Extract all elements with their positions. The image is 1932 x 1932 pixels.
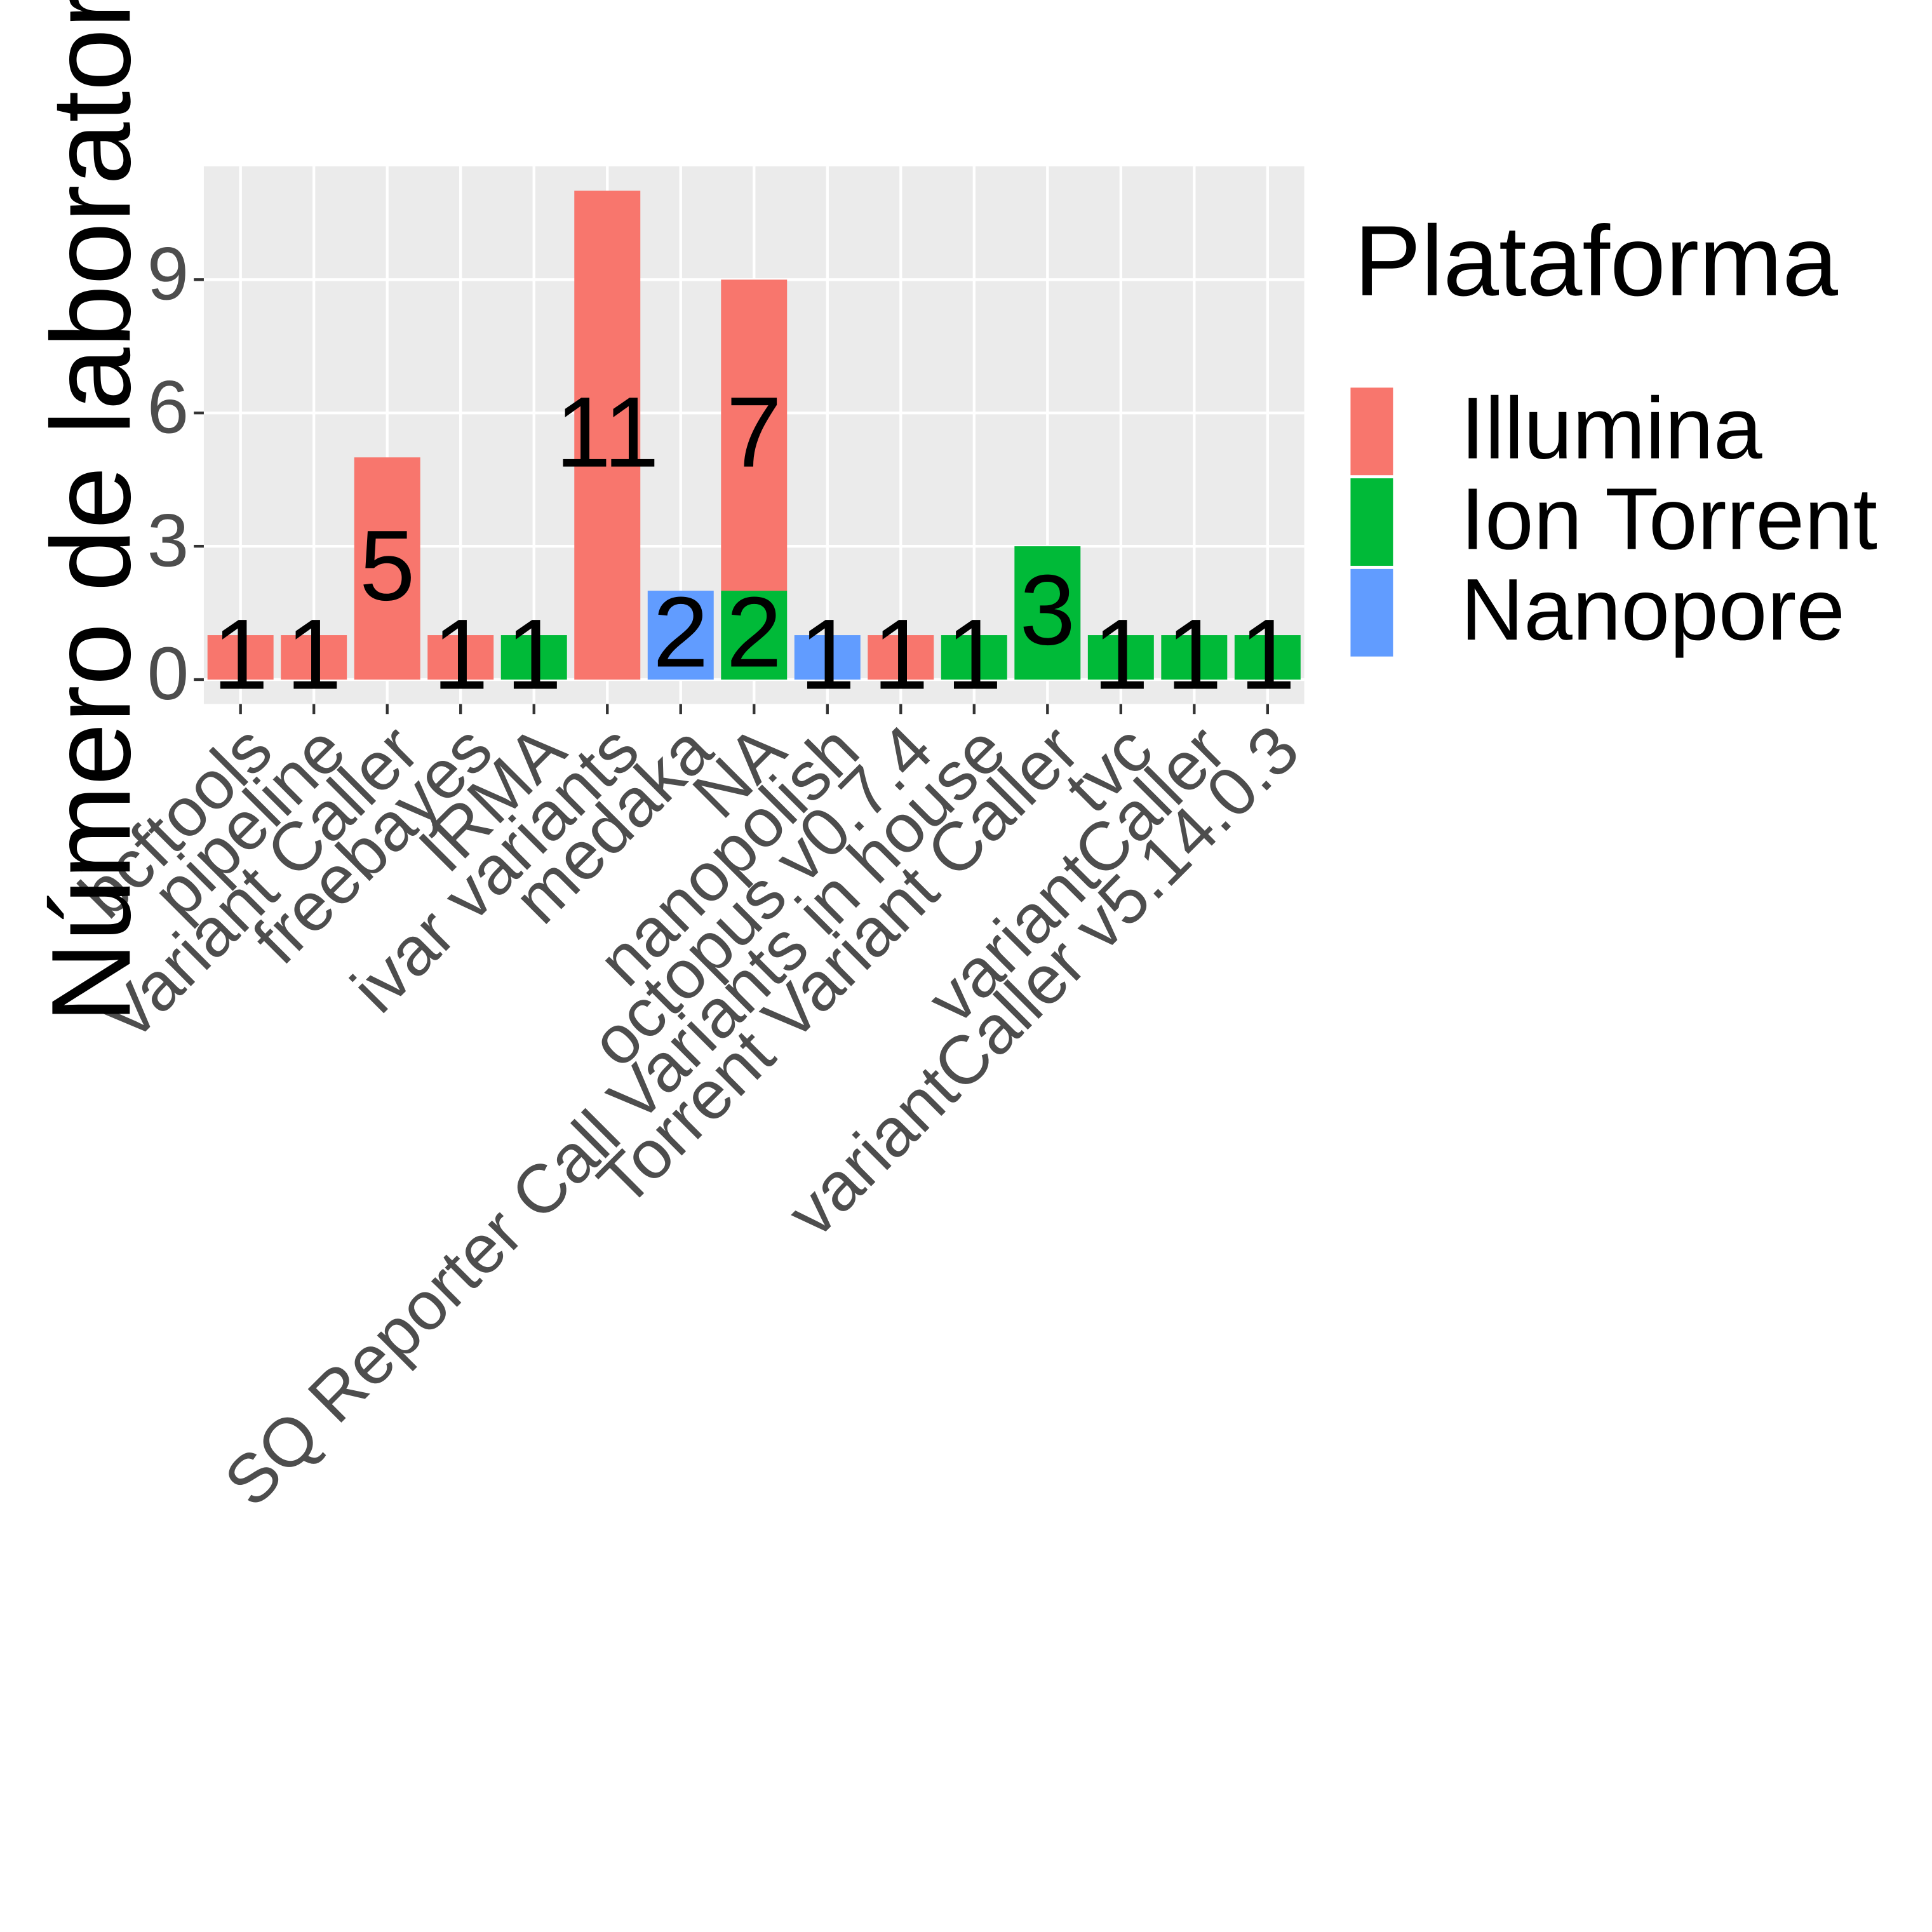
- bar: [794, 635, 861, 680]
- bar: [941, 635, 1007, 680]
- legend-label: Nanopore: [1461, 561, 1845, 659]
- data-label: 1: [800, 599, 855, 711]
- bar: [1234, 635, 1301, 680]
- y-tick-label: 6: [147, 365, 189, 449]
- data-label: 1: [213, 599, 269, 711]
- bar: [281, 635, 347, 680]
- data-label: 2: [653, 577, 709, 688]
- data-label: 1: [1240, 599, 1296, 711]
- bar: [574, 191, 641, 680]
- data-label: 1: [1093, 599, 1149, 711]
- y-tick-label: 0: [147, 632, 189, 716]
- bar: [721, 279, 788, 591]
- data-label: 1: [286, 599, 342, 711]
- bar: [427, 635, 494, 680]
- bar: [1087, 635, 1154, 680]
- y-axis-title: Número de laboratorios: [28, 0, 154, 1023]
- y-tick-label: 9: [147, 232, 189, 316]
- data-label: 1: [1167, 599, 1223, 711]
- data-label: 1: [506, 599, 562, 711]
- data-label: 11: [555, 377, 659, 488]
- data-label: 1: [873, 599, 929, 711]
- data-label: 2: [726, 577, 782, 688]
- bars: [207, 191, 1301, 680]
- bar: [647, 591, 714, 680]
- legend-label: Illumina: [1461, 380, 1762, 478]
- bar: [354, 457, 420, 680]
- legend-label: Ion Torrent: [1461, 470, 1877, 568]
- bar: [207, 635, 274, 680]
- legend-key: [1350, 387, 1393, 476]
- data-label: 1: [946, 599, 1002, 711]
- data-label: 5: [359, 510, 415, 622]
- y-tick-label: 3: [147, 499, 189, 582]
- data-label: 1: [433, 599, 488, 711]
- data-label: 7: [726, 377, 782, 488]
- bar: [1014, 546, 1081, 680]
- bar: [721, 591, 788, 680]
- data-label: 3: [1020, 554, 1076, 666]
- legend-key: [1350, 568, 1393, 657]
- bar: [500, 635, 567, 680]
- legend-key: [1350, 478, 1393, 566]
- bar: [1161, 635, 1228, 680]
- bar: [868, 635, 934, 680]
- legend-title: Plataforma: [1354, 205, 1838, 317]
